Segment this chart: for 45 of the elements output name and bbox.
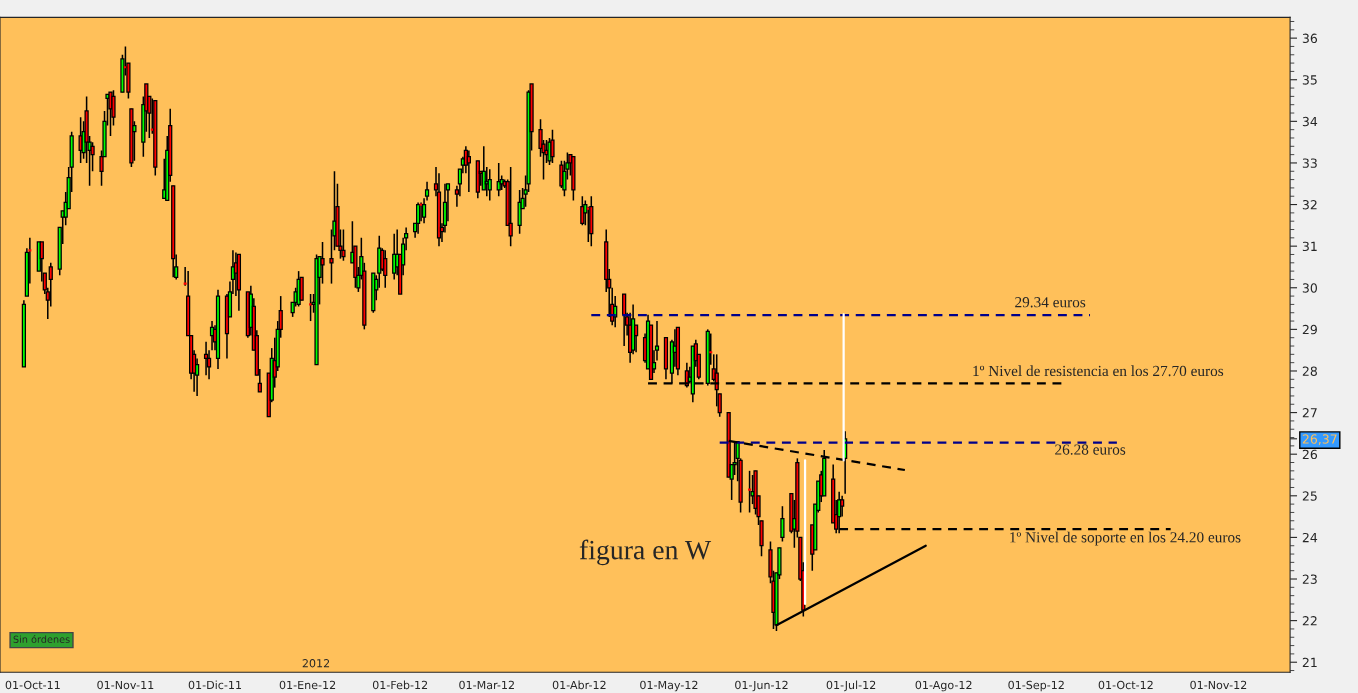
x-tick-label: 01-Mar-12 <box>459 680 514 690</box>
x-tick-label: 01-Oct-12 <box>1098 680 1153 690</box>
annotation: 2012 <box>302 659 330 668</box>
annotation: figura en W <box>579 539 712 566</box>
candlestick <box>454 185 460 208</box>
annotation: 1º Nivel de soporte en los 24.20 euros <box>1010 531 1241 546</box>
x-tick-label: 01-Ago-12 <box>915 680 972 692</box>
x-tick-label: 01-Sep-12 <box>1008 680 1064 692</box>
y-tick-label: 31 <box>1302 241 1317 252</box>
x-tick-label: 01-Dic-11 <box>188 680 242 690</box>
x-tick-label: 01-Jun-12 <box>735 680 788 692</box>
x-tick-label: 01-Oct-11 <box>5 680 60 690</box>
candlestick <box>320 241 325 285</box>
y-tick-label: 28 <box>1302 366 1317 376</box>
candlestick <box>383 249 388 289</box>
candlestick <box>466 149 471 193</box>
y-tick-label: 32 <box>1302 200 1317 210</box>
y-tick-label: 25 <box>1302 491 1317 501</box>
y-tick-label: 34 <box>1302 116 1318 127</box>
y-tick-label: 29 <box>1302 324 1317 335</box>
y-tick-label: 26 <box>1302 449 1318 460</box>
x-tick-label: 01-Jul-12 <box>826 680 876 692</box>
x-tick-label: 01-Nov-12 <box>1190 680 1247 690</box>
x-tick-label: 01-Abr-12 <box>552 680 606 690</box>
y-tick-label: 24 <box>1302 532 1318 543</box>
annotation: 29.34 euros <box>1015 297 1086 308</box>
y-tick-label: 21 <box>1302 657 1317 667</box>
y-tick-label: 23 <box>1302 574 1317 584</box>
y-tick-label: 30 <box>1302 283 1317 293</box>
x-tick-label: 01-Ene-12 <box>279 680 336 690</box>
y-tick-label: 22 <box>1302 616 1317 626</box>
annotation: Sin órdenes <box>13 635 70 643</box>
x-tick-label: 01-Feb-12 <box>372 680 428 690</box>
y-tick-label: 26,37 <box>1302 434 1337 445</box>
annotation: 26.28 euros <box>1055 444 1126 455</box>
y-tick-label: 36 <box>1302 33 1318 44</box>
candlestick <box>780 505 785 543</box>
candlestick <box>550 128 555 164</box>
candlestick <box>203 341 209 376</box>
x-tick-label: 01-Nov-11 <box>97 680 154 690</box>
x-tick-label: 01-May-12 <box>640 680 698 692</box>
y-tick-label: 35 <box>1302 75 1317 85</box>
y-tick-label: 27 <box>1302 408 1317 418</box>
y-tick-label: 33 <box>1302 158 1317 168</box>
annotation: 1º Nivel de resistencia en los 27.70 euros <box>973 365 1224 377</box>
